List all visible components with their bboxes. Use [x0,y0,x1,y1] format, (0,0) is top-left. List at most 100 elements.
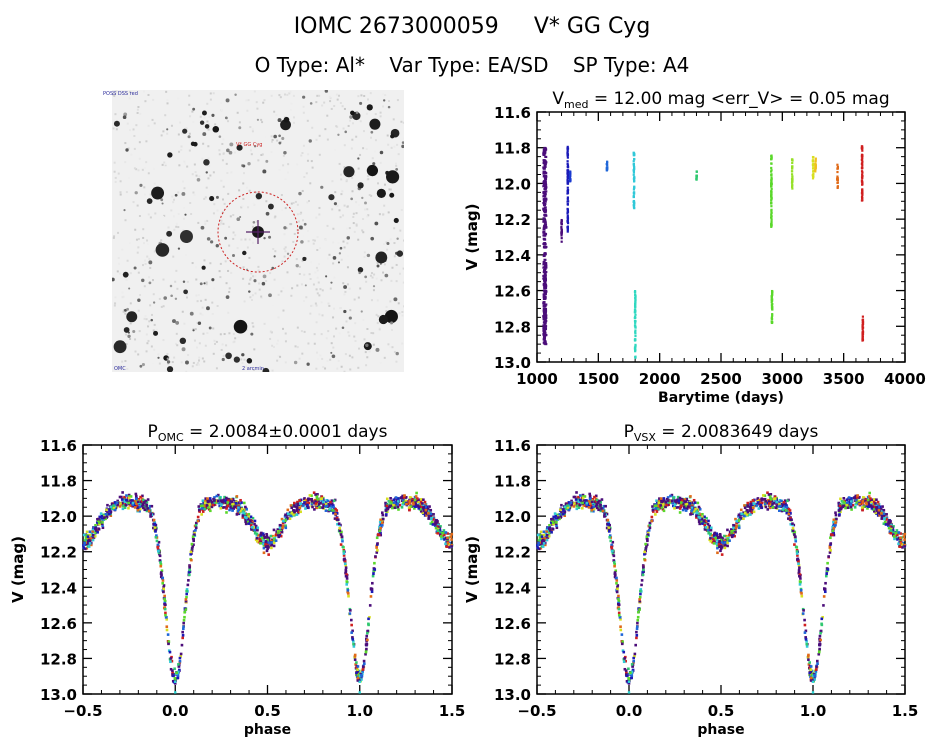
noise-speck [247,206,250,209]
noise-speck [221,198,224,201]
x-tick-label: 4000 [884,370,926,388]
star [224,236,228,240]
noise-speck [315,288,318,291]
noise-speck [258,288,261,291]
data-point [95,521,99,524]
data-point [735,521,738,525]
noise-speck [225,162,228,165]
data-point [783,499,787,502]
noise-speck [367,178,370,181]
noise-speck [287,163,290,166]
data-point [632,194,635,197]
noise-speck [328,304,331,307]
data-point [177,670,180,674]
noise-speck [386,248,389,251]
star [155,243,170,257]
y-axis-label: V (mag) [463,536,481,603]
data-point [332,505,335,509]
noise-speck [200,299,203,302]
data-point [248,519,252,523]
data-point [543,224,547,227]
data-point [257,540,261,544]
noise-speck [251,322,254,325]
data-point [633,652,637,656]
data-point [378,529,381,533]
data-point [339,533,343,536]
noise-speck [339,306,342,309]
star [306,362,310,366]
data-point [163,594,166,598]
data-point [210,500,214,504]
data-point [647,528,651,532]
data-point [646,530,650,533]
data-point [861,154,864,157]
data-point [408,501,412,505]
data-point [272,535,276,539]
noise-speck [221,343,224,346]
noise-speck [286,93,289,96]
noise-speck [375,277,378,280]
noise-speck [368,350,371,353]
star-name: V* GG Cyg [533,14,651,39]
data-point [106,511,109,514]
noise-speck [375,313,378,316]
data-point [381,511,384,515]
noise-speck [211,312,214,315]
data-point [327,504,331,507]
data-point [194,521,198,525]
noise-speck [201,157,204,160]
noise-speck [370,299,373,302]
data-point [270,546,273,550]
data-point [85,541,89,544]
noise-speck [246,246,249,249]
noise-speck [227,269,230,272]
noise-speck [328,253,331,256]
data-point [566,186,569,189]
data-point [259,538,262,541]
x-tick-label: 1000 [516,370,558,388]
noise-speck [270,140,273,143]
data-point [185,595,188,599]
noise-speck [220,219,223,222]
noise-speck [284,250,287,253]
noise-speck [348,354,351,357]
noise-speck [393,255,396,258]
noise-speck [263,99,266,102]
noise-speck [148,323,151,326]
data-point [246,513,249,516]
noise-speck [238,189,241,192]
noise-speck [182,229,185,232]
data-point [593,502,597,506]
x-axis-label: Barytime (days) [658,390,784,406]
data-point [205,504,209,507]
data-point [566,177,570,180]
data-point [408,508,411,512]
data-point [371,581,374,585]
noise-speck [320,333,323,336]
data-point [772,501,776,505]
noise-speck [306,159,309,162]
data-point [814,162,817,165]
data-point [803,623,807,627]
data-point [231,507,235,510]
data-point [566,170,569,173]
noise-speck [310,304,313,307]
data-point [544,264,548,268]
noise-speck [284,361,287,364]
data-point [103,516,106,519]
data-point [424,508,428,512]
noise-speck [355,223,358,226]
star [187,135,191,139]
data-point [186,583,190,587]
noise-speck [126,367,129,370]
star [384,273,389,278]
data-point [229,505,232,509]
data-point [381,517,385,521]
noise-speck [164,164,167,167]
data-point [369,595,373,598]
data-point [259,534,263,537]
noise-speck [147,213,150,216]
data-point [269,534,273,538]
data-point [821,615,824,619]
data-point [208,508,211,511]
